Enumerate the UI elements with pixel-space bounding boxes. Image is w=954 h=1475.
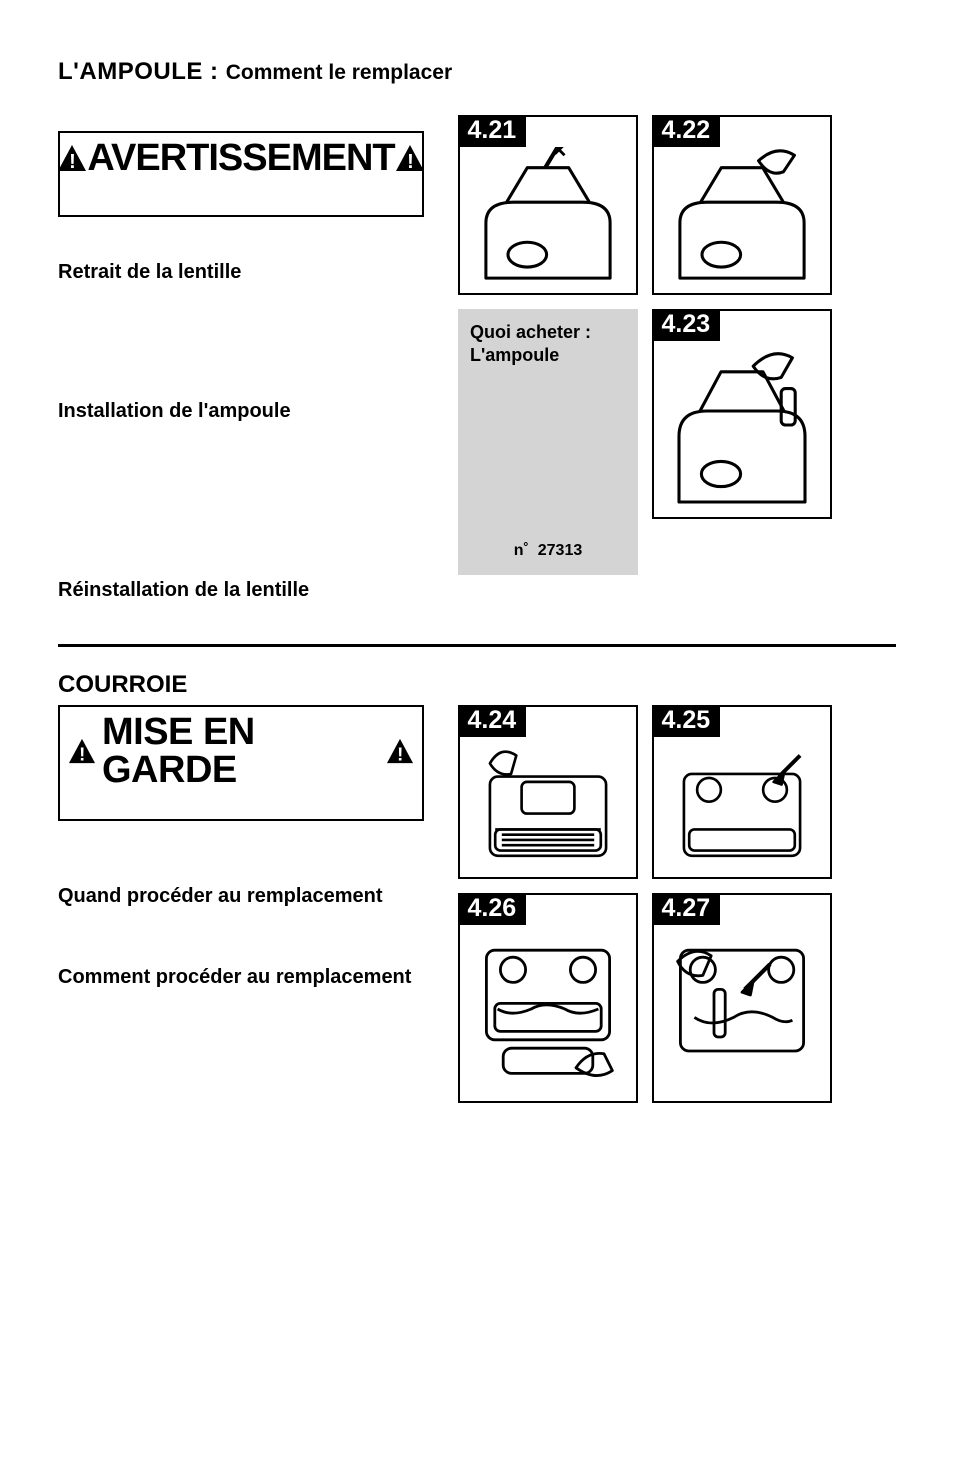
subhead-comment: Comment procéder au remplacement [58,966,458,989]
part-number: n˚ 27313 [458,541,638,561]
info-line1: Quoi acheter : [470,321,628,344]
figure-label: 4.27 [652,893,721,926]
avertissement-label: ! AVERTISSEMENT ! [68,139,414,177]
belt-illustration [662,925,822,1093]
section1-title-upper: L'AMPOULE : [58,58,226,85]
section-divider [58,644,896,647]
mise-en-garde-box: ! MISE EN GARDE ! [58,705,424,821]
figure-4-21: 4.21 [458,115,638,295]
figure-4-24: 4.24 [458,705,638,879]
info-line2: L'ampoule [470,344,628,367]
mise-en-garde-label: ! MISE EN GARDE ! [68,713,414,789]
part-prefix: n˚ [514,542,529,559]
warning-triangle-icon: ! [68,738,96,764]
figure-4-23: 4.23 [652,309,832,519]
subhead-quand: Quand procéder au remplacement [58,885,458,908]
part-value: 27313 [538,542,583,559]
subhead-installation: Installation de l'ampoule [58,400,458,423]
svg-text:!: ! [79,743,85,764]
belt-illustration [468,925,628,1093]
figure-4-25: 4.25 [652,705,832,879]
figure-4-26: 4.26 [458,893,638,1103]
svg-text:!: ! [407,151,413,172]
figure-label: 4.25 [652,705,721,738]
subhead-retrait: Retrait de la lentille [58,261,458,284]
figure-label: 4.21 [458,115,527,148]
figure-label: 4.26 [458,893,527,926]
belt-illustration [662,737,822,869]
figure-label: 4.23 [652,309,721,342]
svg-text:!: ! [70,151,76,172]
svg-text:!: ! [397,743,403,764]
warning-triangle-icon: ! [386,738,414,764]
section1-title-sub: Comment le remplacer [226,61,452,84]
subhead-reinstallation: Réinstallation de la lentille [58,579,458,602]
avertissement-box: ! AVERTISSEMENT ! [58,131,424,217]
vacuum-illustration [468,147,628,285]
belt-illustration [468,737,628,869]
vacuum-illustration [662,147,822,285]
section2-title: COURROIE [58,671,458,699]
figure-4-22: 4.22 [652,115,832,295]
warning-triangle-icon: ! [57,144,87,172]
vacuum-illustration [662,341,822,509]
section1-title: L'AMPOULE : Comment le remplacer [58,50,896,87]
figure-label: 4.24 [458,705,527,738]
avertissement-text: AVERTISSEMENT [87,139,394,177]
what-to-buy-box: Quoi acheter : L'ampoule n˚ 27313 [458,309,638,575]
mise-en-garde-text: MISE EN GARDE [102,713,380,789]
figure-label: 4.22 [652,115,721,148]
figure-4-27: 4.27 [652,893,832,1103]
warning-triangle-icon: ! [395,144,425,172]
